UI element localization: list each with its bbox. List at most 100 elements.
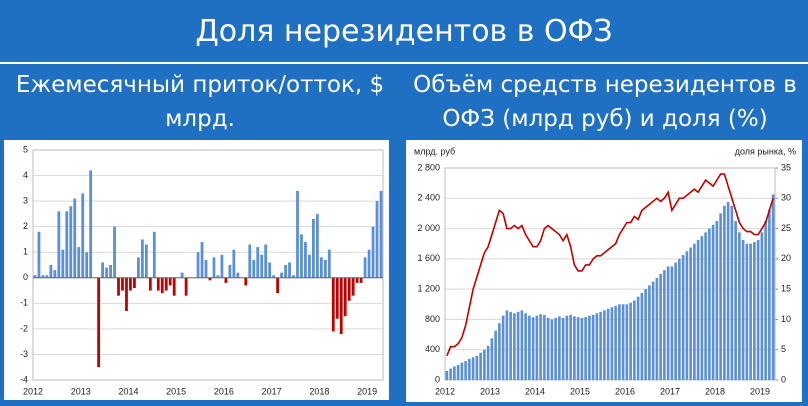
bar xyxy=(73,198,77,278)
bar xyxy=(137,257,140,278)
bar xyxy=(129,277,132,291)
bar xyxy=(212,257,216,278)
x-tick-label: 2013 xyxy=(480,386,500,396)
bar xyxy=(284,265,287,278)
bar xyxy=(65,211,69,278)
bar xyxy=(543,314,546,380)
bar xyxy=(53,270,57,278)
x-tick-label: 2016 xyxy=(615,386,635,396)
bar xyxy=(140,239,144,278)
bar xyxy=(351,277,355,296)
bar xyxy=(224,277,228,283)
bar xyxy=(125,277,128,311)
bar xyxy=(81,193,85,278)
bar xyxy=(339,277,343,334)
bar xyxy=(184,277,188,296)
bar xyxy=(685,251,689,380)
bar xyxy=(618,304,621,380)
bar xyxy=(498,323,501,380)
y-tick-label: 400 xyxy=(425,344,440,354)
y-tick-label: 0 xyxy=(435,374,440,384)
y-tick-label: -2 xyxy=(20,323,28,333)
bar xyxy=(236,272,240,278)
x-tick-label: 2014 xyxy=(118,386,138,396)
bar xyxy=(113,226,116,278)
bar xyxy=(375,201,379,278)
x-tick-label: 2018 xyxy=(309,386,329,396)
bar xyxy=(753,242,756,380)
y2-tick-label: 20 xyxy=(781,253,791,263)
bar xyxy=(561,317,565,380)
bar xyxy=(292,275,295,278)
bar xyxy=(304,242,307,278)
x-tick-label: 2017 xyxy=(262,386,282,396)
bar xyxy=(700,236,704,380)
bar xyxy=(471,357,475,380)
bar xyxy=(749,243,752,380)
y-tick-label: 1 xyxy=(23,247,28,257)
x-tick-label: 2013 xyxy=(71,386,91,396)
y-tick-label: 2 800 xyxy=(417,162,440,172)
bar xyxy=(741,239,745,380)
x-tick-label: 2012 xyxy=(435,386,455,396)
x-tick-label: 2014 xyxy=(525,386,545,396)
bar xyxy=(216,275,220,278)
bar xyxy=(539,314,542,380)
bar xyxy=(445,370,449,380)
bar xyxy=(208,277,212,281)
y-tick-label: 2 400 xyxy=(417,193,440,203)
y-axis-label: млрд. руб xyxy=(414,146,455,156)
bar xyxy=(327,249,331,278)
x-tick-label: 2016 xyxy=(214,386,234,396)
bar xyxy=(719,213,722,380)
bar xyxy=(663,270,666,380)
x-tick-label: 2015 xyxy=(166,386,186,396)
bar xyxy=(516,311,520,380)
bar xyxy=(715,221,719,380)
bar xyxy=(693,243,696,380)
bar xyxy=(363,257,367,278)
bar xyxy=(248,244,252,278)
bar xyxy=(323,259,327,278)
bar xyxy=(460,362,464,380)
x-tick-label: 2019 xyxy=(357,386,377,396)
bar xyxy=(490,338,494,380)
y-tick-label: -1 xyxy=(20,298,28,308)
bar xyxy=(272,275,276,278)
bar xyxy=(621,304,625,380)
y-tick-label: 3 xyxy=(23,195,28,205)
y-tick-label: -4 xyxy=(20,374,28,384)
bar xyxy=(771,194,775,380)
bar xyxy=(276,277,279,294)
bar xyxy=(109,265,112,278)
bar xyxy=(513,313,516,380)
bar xyxy=(315,213,319,278)
bar xyxy=(576,317,580,380)
bar xyxy=(280,272,283,278)
bar xyxy=(456,364,460,380)
bar xyxy=(121,277,124,291)
bar xyxy=(580,317,584,380)
bar xyxy=(256,247,260,278)
bar xyxy=(588,315,591,380)
bar xyxy=(164,277,168,291)
bar xyxy=(531,317,535,380)
bar xyxy=(45,275,49,278)
y-tick-label: 1 200 xyxy=(417,284,440,294)
bar xyxy=(704,232,707,380)
y2-tick-label: 5 xyxy=(781,344,786,354)
bar xyxy=(524,313,527,380)
x-tick-label: 2018 xyxy=(705,386,725,396)
bar xyxy=(468,358,471,380)
y2-tick-label: 0 xyxy=(781,374,786,384)
y2-tick-label: 25 xyxy=(781,223,791,233)
bar xyxy=(371,226,375,278)
bar xyxy=(520,310,524,380)
bar xyxy=(359,277,363,283)
plot-frame xyxy=(32,149,384,381)
bar xyxy=(550,319,554,380)
bar xyxy=(355,277,359,283)
bar xyxy=(483,349,486,380)
bar xyxy=(625,304,629,380)
